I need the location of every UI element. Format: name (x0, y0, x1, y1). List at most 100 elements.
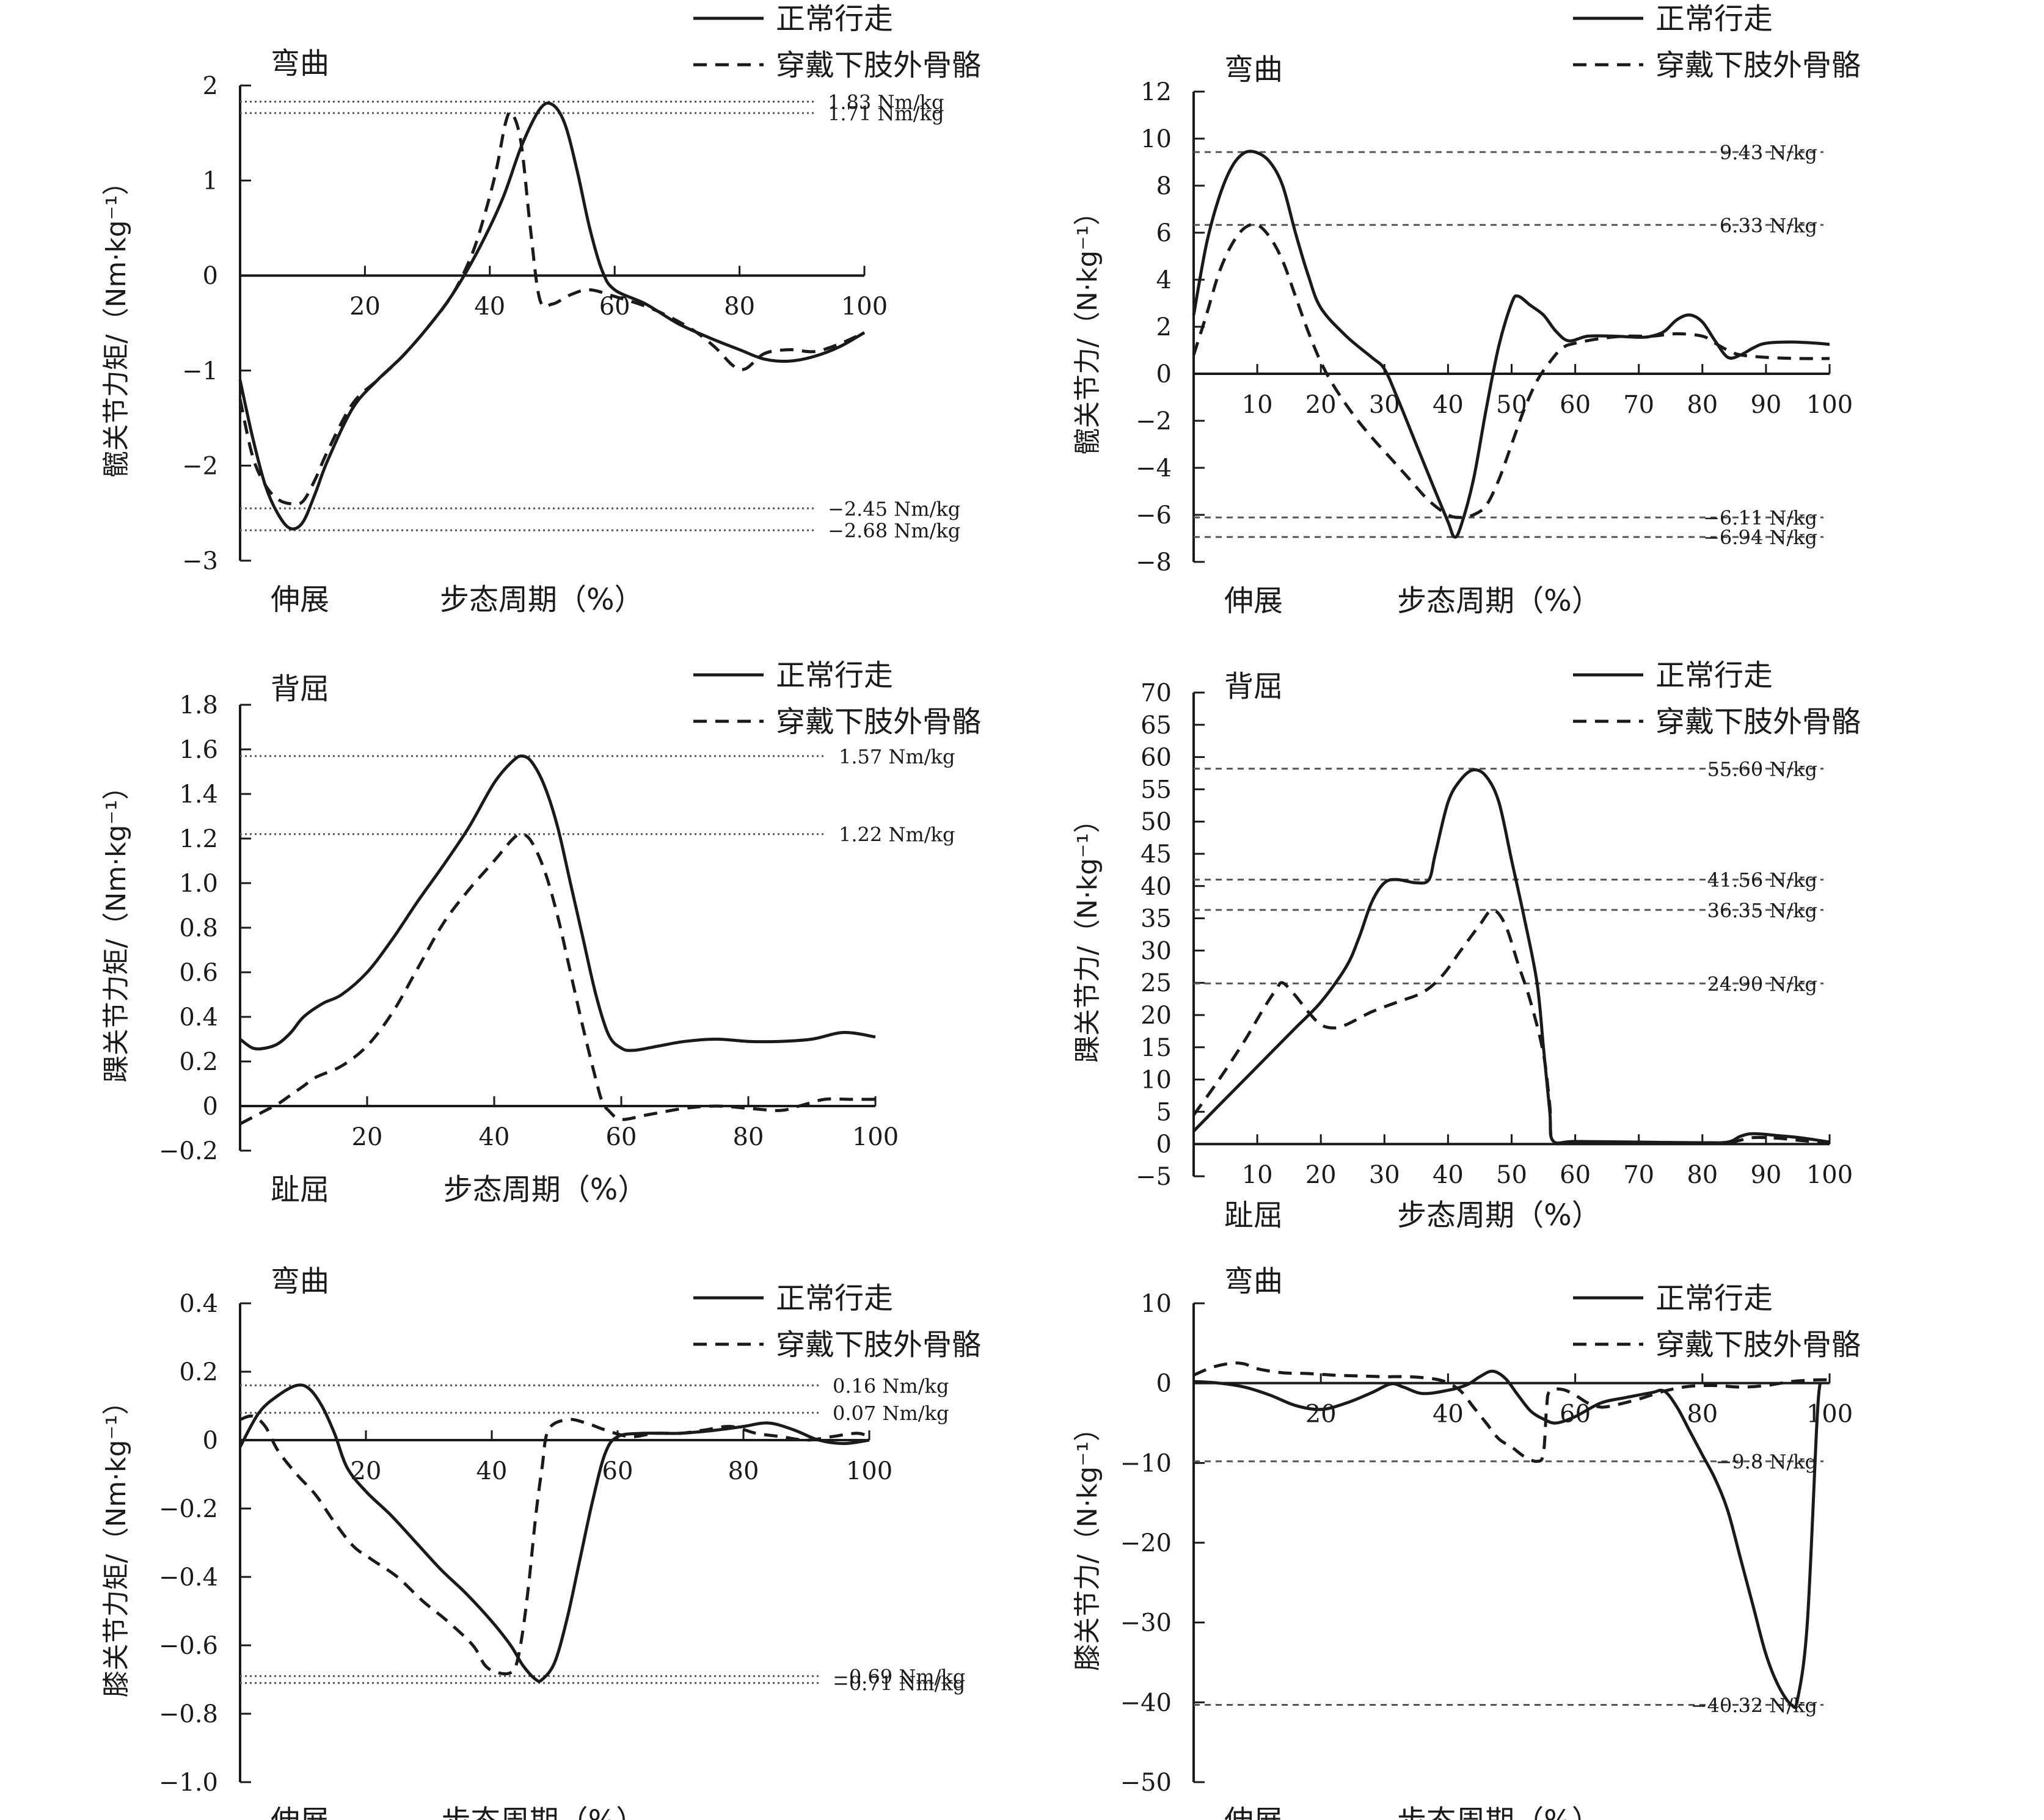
reference-label: 1.83 Nm/kg (828, 90, 944, 114)
x-tick-label: 80 (724, 293, 755, 321)
y-axis-title: 髋关节力矩/（Nm·kg⁻¹） (101, 169, 132, 478)
y-tick-label: 4 (1156, 266, 1172, 294)
y-tick-label: 0 (203, 262, 218, 290)
y-tick-label: 1.2 (179, 825, 218, 853)
x-tick-label: 60 (1560, 1400, 1591, 1429)
y-tick-label: 15 (1141, 1034, 1172, 1062)
y-tick-label: 50 (1141, 808, 1172, 836)
x-tick-label: 10 (1242, 1161, 1273, 1189)
y-tick-label: −0.2 (159, 1495, 218, 1523)
y-tick-label: 40 (1141, 873, 1172, 901)
reference-label: 6.33 N/kg (1720, 214, 1817, 237)
x-tick-label: 100 (852, 1123, 899, 1151)
y-tick-label: 10 (1141, 125, 1172, 153)
region-label-bottom: 伸展 (271, 1804, 329, 1820)
reference-label: −6.94 N/kg (1703, 526, 1817, 549)
y-tick-label: −2 (1136, 407, 1172, 435)
reference-label: −9.8 N/kg (1715, 1451, 1817, 1474)
chart-panel-ankle-moment: −0.2 0 0.2 0.4 0.6 0.8 1.0 1.2 1.4 1.6 1.8 20 40 60 80… (101, 658, 981, 1207)
y-tick-label: −40 (1120, 1689, 1172, 1717)
y-axis-title: 膝关节力矩/（Nm·kg⁻¹） (101, 1388, 132, 1698)
x-tick-label: 100 (846, 1457, 892, 1485)
chart-panel-ankle-force: −5 0 5 10 15 20 25 30 35 40 45 50 55 60 65 70 10 20 30 40 50… (1072, 658, 1861, 1232)
y-tick-label: 10 (1141, 1290, 1172, 1318)
y-axis-title: 踝关节力矩/（Nm·kg⁻¹） (101, 773, 132, 1083)
reference-label: 0.16 Nm/kg (833, 1374, 949, 1397)
series-line-exoskeleton (1192, 222, 1830, 519)
y-tick-label: −1.0 (159, 1769, 218, 1797)
y-tick-label: 1.4 (179, 781, 218, 809)
region-label-bottom: 趾屈 (1224, 1198, 1283, 1232)
x-tick-label: 40 (474, 293, 505, 321)
y-tick-label: 30 (1141, 937, 1172, 965)
x-tick-label: 90 (1750, 1161, 1781, 1189)
x-tick-label: 20 (1305, 1161, 1337, 1189)
x-tick-label: 100 (1806, 391, 1853, 419)
y-tick-label: −0.2 (159, 1137, 218, 1165)
region-label-bottom: 伸展 (271, 583, 329, 617)
x-tick-label: 70 (1623, 1161, 1654, 1189)
x-tick-label: 80 (1687, 1400, 1718, 1429)
series-line-exoskeleton (1192, 908, 1830, 1146)
series-line-exoskeleton (239, 832, 875, 1126)
y-tick-label: 65 (1141, 712, 1172, 740)
legend-label-exoskeleton: 穿戴下肢外骨骼 (776, 705, 981, 739)
y-tick-label: 0 (203, 1427, 218, 1455)
x-tick-label: 40 (1433, 1400, 1464, 1429)
y-axis-title: 膝关节力/（N·kg⁻¹） (1072, 1414, 1103, 1671)
y-tick-label: 1.6 (179, 736, 218, 764)
reference-label: −0.69 Nm/kg (833, 1665, 965, 1688)
y-tick-label: −0.4 (159, 1563, 218, 1592)
x-tick-label: 70 (1623, 391, 1654, 419)
x-tick-label: 80 (728, 1457, 759, 1485)
y-tick-label: 45 (1141, 840, 1172, 868)
region-label-top: 弯曲 (271, 46, 329, 81)
y-tick-label: 0.2 (179, 1358, 218, 1386)
legend-label-normal: 正常行走 (776, 2, 893, 36)
y-tick-label: 0.4 (179, 1003, 218, 1032)
x-tick-label: 60 (1560, 1161, 1591, 1189)
x-tick-label: 40 (476, 1457, 508, 1485)
legend-label-normal: 正常行走 (1655, 658, 1773, 693)
y-tick-label: 0.6 (179, 959, 218, 987)
x-tick-label: 20 (1305, 391, 1337, 419)
x-tick-label: 10 (1242, 391, 1273, 419)
legend-label-exoskeleton: 穿戴下肢外骨骼 (1655, 1328, 1861, 1362)
y-tick-label: 6 (1156, 219, 1172, 247)
y-tick-label: 25 (1141, 969, 1172, 997)
region-label-top: 背屈 (271, 672, 329, 706)
legend-label-exoskeleton: 穿戴下肢外骨骼 (1655, 48, 1861, 82)
y-tick-label: −5 (1136, 1163, 1172, 1191)
x-tick-label: 20 (352, 1123, 383, 1151)
y-tick-label: 12 (1141, 78, 1172, 106)
y-tick-label: 0 (1156, 1130, 1172, 1159)
x-axis-title: 步态周期（%） (442, 1804, 646, 1820)
series-line-normal (1192, 768, 1830, 1145)
reference-label: 1.71 Nm/kg (828, 102, 944, 125)
legend-label-normal: 正常行走 (776, 1281, 893, 1316)
reference-label: 24.90 N/kg (1707, 972, 1817, 996)
x-tick-label: 100 (841, 293, 888, 321)
x-axis-title: 步态周期（%） (1397, 584, 1601, 618)
x-axis-title: 步态周期（%） (443, 1173, 648, 1207)
y-tick-label: 20 (1141, 1002, 1172, 1030)
x-axis-title: 步态周期（%） (1397, 1198, 1601, 1232)
series-line-normal (1192, 150, 1830, 539)
y-tick-label: 5 (1156, 1098, 1172, 1126)
reference-label: 41.56 N/kg (1707, 868, 1817, 892)
region-label-bottom: 伸展 (1224, 584, 1283, 618)
x-tick-label: 100 (1806, 1161, 1853, 1189)
legend-label-normal: 正常行走 (1655, 1281, 1773, 1316)
y-tick-label: −20 (1120, 1529, 1172, 1557)
series-line-exoskeleton (1193, 1361, 1830, 1463)
y-tick-label: −8 (1136, 548, 1172, 577)
x-axis-title: 步态周期（%） (1397, 1804, 1601, 1820)
region-label-bottom: 伸展 (1224, 1804, 1283, 1820)
legend-label-exoskeleton: 穿戴下肢外骨骼 (1655, 705, 1861, 739)
series-line-normal (239, 754, 876, 1052)
y-tick-label: −2 (182, 452, 218, 480)
legend-label-exoskeleton: 穿戴下肢外骨骼 (776, 1328, 981, 1362)
